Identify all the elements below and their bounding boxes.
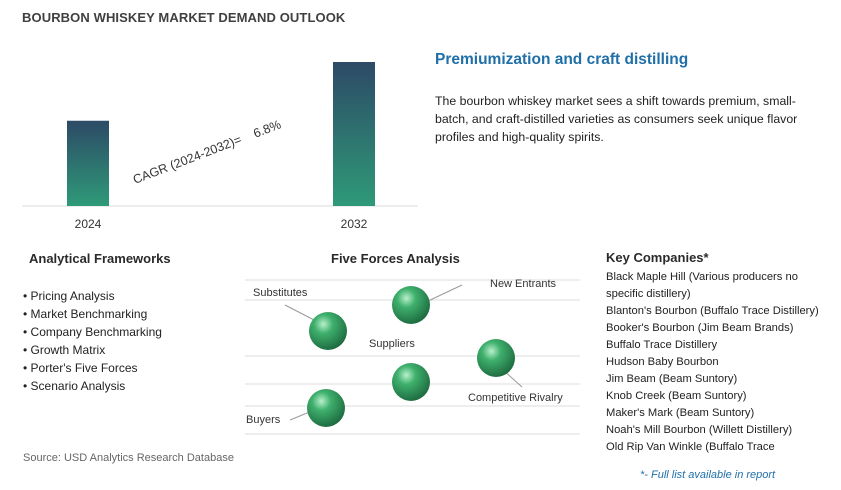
suppliers-label: Suppliers: [369, 338, 415, 350]
buyers-sphere: [307, 389, 345, 427]
connector-line: [284, 304, 319, 323]
list-item: Noah's Mill Bourbon (Willett Distillery): [606, 424, 793, 436]
frameworks-heading: Analytical Frameworks: [29, 251, 171, 266]
page-title: BOURBON WHISKEY MARKET DEMAND OUTLOOK: [22, 10, 346, 25]
frameworks-list: Pricing Analysis Market Benchmarking Com…: [23, 287, 162, 395]
connector-line: [425, 284, 463, 303]
list-item: Company Benchmarking: [23, 323, 162, 341]
competitive-rivalry-sphere: [477, 339, 515, 377]
list-item: Market Benchmarking: [23, 305, 162, 323]
companies-heading: Key Companies*: [606, 250, 709, 265]
buyers-label: Buyers: [246, 414, 281, 426]
list-item: Pricing Analysis: [23, 287, 162, 305]
new-entrants-label: New Entrants: [490, 278, 557, 290]
list-item: Porter's Five Forces: [23, 359, 162, 377]
companies-list: Black Maple Hill (Various producers no s…: [606, 269, 828, 456]
headline: Premiumization and craft distilling: [435, 51, 689, 68]
description: The bourbon whiskey market sees a shift …: [435, 94, 798, 144]
list-item: Black Maple Hill (Various producers no s…: [606, 271, 798, 300]
list-item: Jim Beam (Beam Suntory): [606, 373, 738, 385]
list-item: Maker's Mark (Beam Suntory): [606, 407, 755, 419]
list-item: Blanton's Bourbon (Buffalo Trace Distill…: [606, 305, 819, 317]
competitive-rivalry-label: Competitive Rivalry: [468, 392, 563, 404]
list-item: Booker's Bourbon (Jim Beam Brands): [606, 322, 794, 334]
new-entrants-sphere: [392, 286, 430, 324]
list-item: Old Rip Van Winkle (Buffalo Trace: [606, 441, 775, 453]
source-note: Source: USD Analytics Research Database: [23, 452, 234, 464]
bar-2032: [333, 62, 375, 206]
list-item: Growth Matrix: [23, 341, 162, 359]
x-tick-label: 2024: [75, 217, 102, 231]
cagr-annotation: CAGR (2024-2032)= 6.8%: [131, 117, 283, 186]
x-tick-label: 2032: [341, 217, 368, 231]
substitutes-label: Substitutes: [253, 287, 308, 299]
five-forces-diagram: [245, 279, 580, 435]
five-forces-heading: Five Forces Analysis: [331, 251, 460, 266]
list-item: Buffalo Trace Distillery: [606, 339, 718, 351]
bar-2024: [67, 120, 109, 206]
rivalry-center-sphere: [392, 363, 430, 401]
footnote-link[interactable]: *- Full list available in report: [640, 469, 776, 481]
list-item: Hudson Baby Bourbon: [606, 356, 719, 368]
list-item: Scenario Analysis: [23, 377, 162, 395]
substitutes-sphere: [309, 312, 347, 350]
companies-list-box[interactable]: Black Maple Hill (Various producers no s…: [606, 269, 828, 464]
list-item: Knob Creek (Beam Suntory): [606, 390, 747, 402]
bar-chart: 2024 2032 CAGR (2024-2032)= 6.8%: [22, 62, 418, 231]
